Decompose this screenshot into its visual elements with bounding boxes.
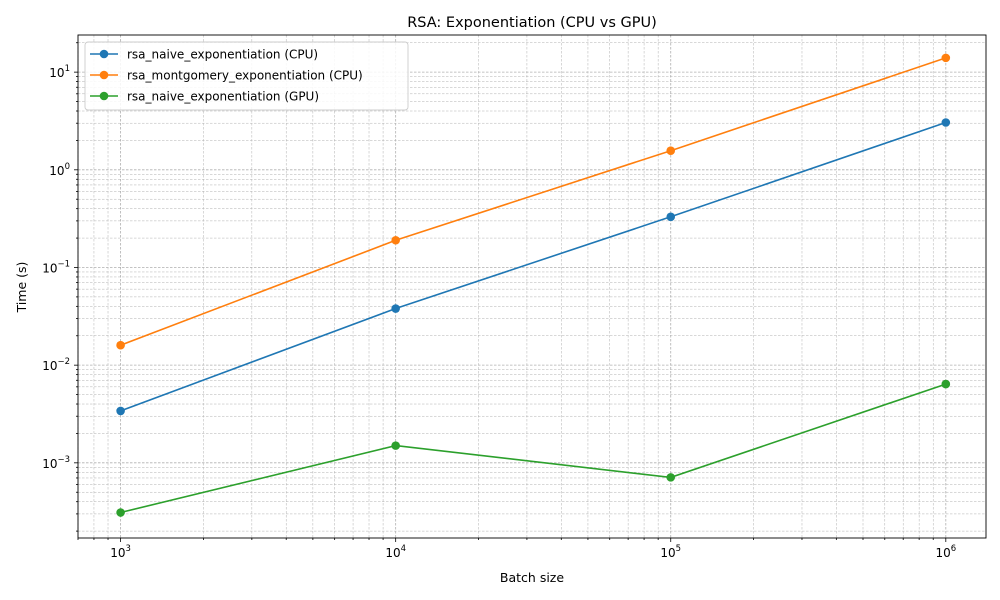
series-line-0 [120,121,947,412]
data-point [941,53,951,63]
y-tick-label: 10−3 [42,455,70,471]
legend-label: rsa_naive_exponentiation (GPU) [127,90,319,104]
legend-label: rsa_naive_exponentiation (CPU) [127,48,318,62]
data-point [941,118,951,127]
legend-box [84,41,409,111]
data-point [666,146,676,155]
y-tick-label: 100 [49,162,70,178]
y-tick-label: 10−1 [42,259,70,275]
ticks: 103 104 105 106 10−3 10−2 10−1 100 101 [42,42,956,560]
x-tick-label: 106 [935,544,956,560]
chart-title: RSA: Exponentiation (CPU vs GPU) [407,15,657,31]
legend-marker [99,49,109,59]
x-tick-label: 103 [110,544,131,560]
data-point [941,379,951,389]
data-point [666,473,676,482]
x-tick-label: 105 [660,544,681,560]
series-line-1 [120,57,947,346]
series-line-2 [120,383,947,514]
data-point [391,235,400,245]
legend: rsa_naive_exponentiation (CPU) rsa_montgo… [84,41,409,111]
x-axis-label: Batch size [500,570,564,585]
legend-label: rsa_montgomery_exponentiation (CPU) [127,69,363,83]
data-point [116,508,125,517]
grid [77,35,986,538]
data-point [116,340,125,350]
legend-marker [99,70,109,80]
plot-area [77,34,987,539]
data-point [391,441,400,450]
data-point [391,304,400,313]
y-tick-label: 10−2 [42,357,70,373]
y-axis-label: Time (s) [14,262,29,314]
series-group [116,53,951,517]
y-tick-label: 101 [49,64,70,80]
legend-marker [99,91,109,101]
data-point [116,406,125,416]
x-tick-label: 104 [385,544,406,560]
data-point [666,212,676,222]
